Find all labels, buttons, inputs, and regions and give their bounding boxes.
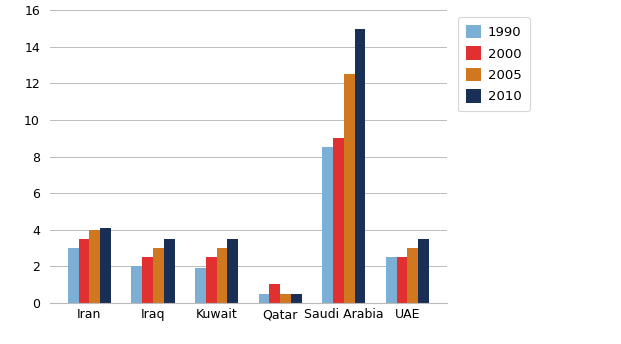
Bar: [418, 239, 429, 303]
Bar: [217, 248, 227, 303]
Bar: [407, 248, 418, 303]
Bar: [100, 228, 111, 303]
Bar: [132, 266, 142, 303]
Bar: [206, 257, 217, 303]
Bar: [153, 248, 164, 303]
Bar: [227, 239, 238, 303]
Bar: [333, 138, 344, 303]
Legend: 1990, 2000, 2005, 2010: 1990, 2000, 2005, 2010: [458, 17, 530, 111]
Bar: [142, 257, 153, 303]
Bar: [195, 268, 206, 303]
Bar: [79, 239, 89, 303]
Bar: [291, 293, 302, 303]
Bar: [397, 257, 407, 303]
Bar: [89, 230, 100, 303]
Bar: [270, 284, 280, 303]
Bar: [164, 239, 175, 303]
Bar: [258, 293, 270, 303]
Bar: [68, 248, 79, 303]
Bar: [355, 29, 365, 303]
Bar: [280, 293, 291, 303]
Bar: [344, 74, 355, 303]
Bar: [322, 147, 333, 303]
Bar: [386, 257, 397, 303]
